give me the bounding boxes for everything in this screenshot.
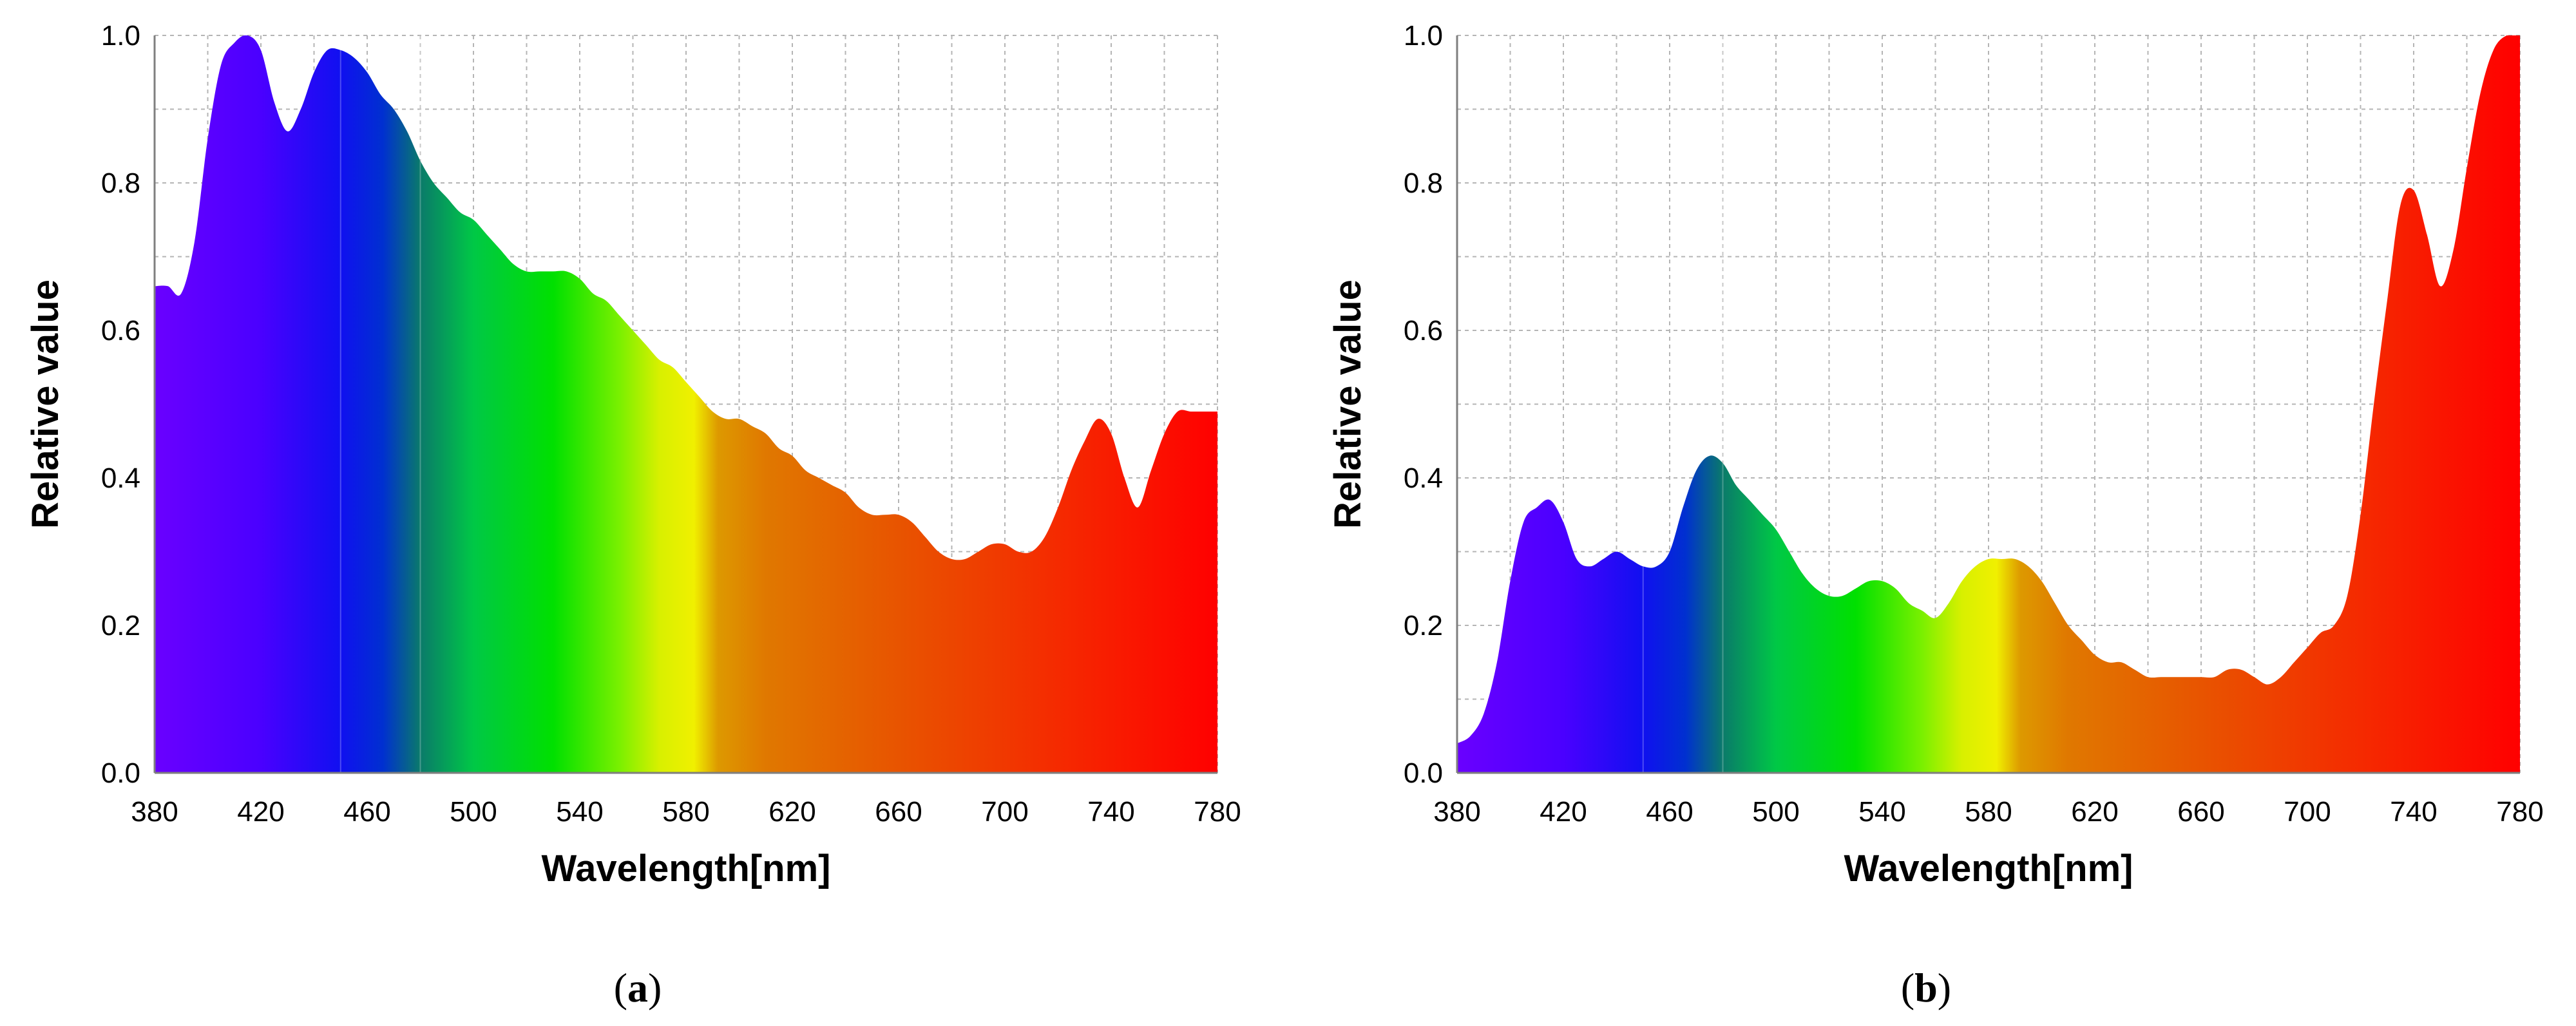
x-tick-label: 500	[1752, 796, 1799, 828]
x-tick-label: 780	[2496, 796, 2543, 828]
y-tick-label: 0.0	[1404, 757, 1443, 789]
x-tick-label: 500	[450, 796, 497, 828]
y-tick-labels: 0.0 0.2 0.4 0.6 0.8 1.0	[1404, 20, 1443, 789]
spectrum-area	[155, 35, 1217, 773]
x-tick-label: 660	[875, 796, 922, 828]
x-tick-label: 580	[662, 796, 709, 828]
y-tick-label: 0.0	[101, 757, 140, 789]
x-tick-labels: 380 420 460 500 540 580 620 660 700 740 780	[131, 796, 1241, 828]
y-tick-label: 1.0	[101, 20, 140, 52]
x-axis-title: Wavelength[nm]	[542, 848, 831, 889]
spectrum-area	[1457, 35, 2520, 773]
y-tick-label: 0.6	[1404, 315, 1443, 347]
x-tick-label: 740	[2390, 796, 2437, 828]
x-tick-label: 540	[556, 796, 603, 828]
panel-label-letter: b	[1914, 965, 1938, 1011]
y-tick-label: 0.6	[101, 315, 140, 347]
band-separators	[339, 35, 421, 773]
band-separators	[1642, 35, 1724, 773]
x-tick-label: 620	[768, 796, 816, 828]
x-tick-label: 660	[2177, 796, 2224, 828]
x-tick-label: 540	[1858, 796, 1905, 828]
y-tick-label: 0.4	[101, 462, 140, 494]
x-tick-label: 700	[981, 796, 1028, 828]
x-tick-label: 420	[237, 796, 284, 828]
x-tick-label: 620	[2071, 796, 2118, 828]
chart-axes	[153, 35, 1217, 774]
x-tick-label: 380	[131, 796, 178, 828]
x-tick-label: 460	[343, 796, 390, 828]
y-tick-labels: 0.0 0.2 0.4 0.6 0.8 1.0	[101, 20, 140, 789]
panel-label-b: (b)	[1901, 965, 1951, 1011]
y-axis-title: Relative value	[24, 280, 66, 529]
chart-panel-a: 380 420 460 500 540 580 620 660 700 740 780 0.0 0.2…	[24, 20, 1241, 1011]
x-tick-label: 380	[1433, 796, 1480, 828]
x-tick-label: 460	[1646, 796, 1693, 828]
chart-panel-b: 380 420 460 500 540 580 620 660 700 740 780 0.0 0.2…	[1327, 20, 2544, 1011]
y-tick-label: 1.0	[1404, 20, 1443, 52]
y-tick-label: 0.8	[101, 167, 140, 199]
x-tick-label: 420	[1540, 796, 1587, 828]
x-tick-label: 740	[1087, 796, 1134, 828]
y-tick-label: 0.2	[101, 610, 140, 641]
panel-label-a: (a)	[614, 965, 662, 1011]
y-tick-label: 0.8	[1404, 167, 1443, 199]
panel-label-letter: a	[627, 965, 648, 1011]
x-tick-labels: 380 420 460 500 540 580 620 660 700 740 780	[1433, 796, 2543, 828]
x-tick-label: 780	[1194, 796, 1241, 828]
chart-axes	[1456, 35, 2520, 774]
y-tick-label: 0.4	[1404, 462, 1443, 494]
y-axis-title: Relative value	[1327, 280, 1369, 529]
y-tick-label: 0.2	[1404, 610, 1443, 641]
x-axis-title: Wavelength[nm]	[1844, 848, 2133, 889]
x-tick-label: 700	[2284, 796, 2331, 828]
x-tick-label: 580	[1965, 796, 2012, 828]
